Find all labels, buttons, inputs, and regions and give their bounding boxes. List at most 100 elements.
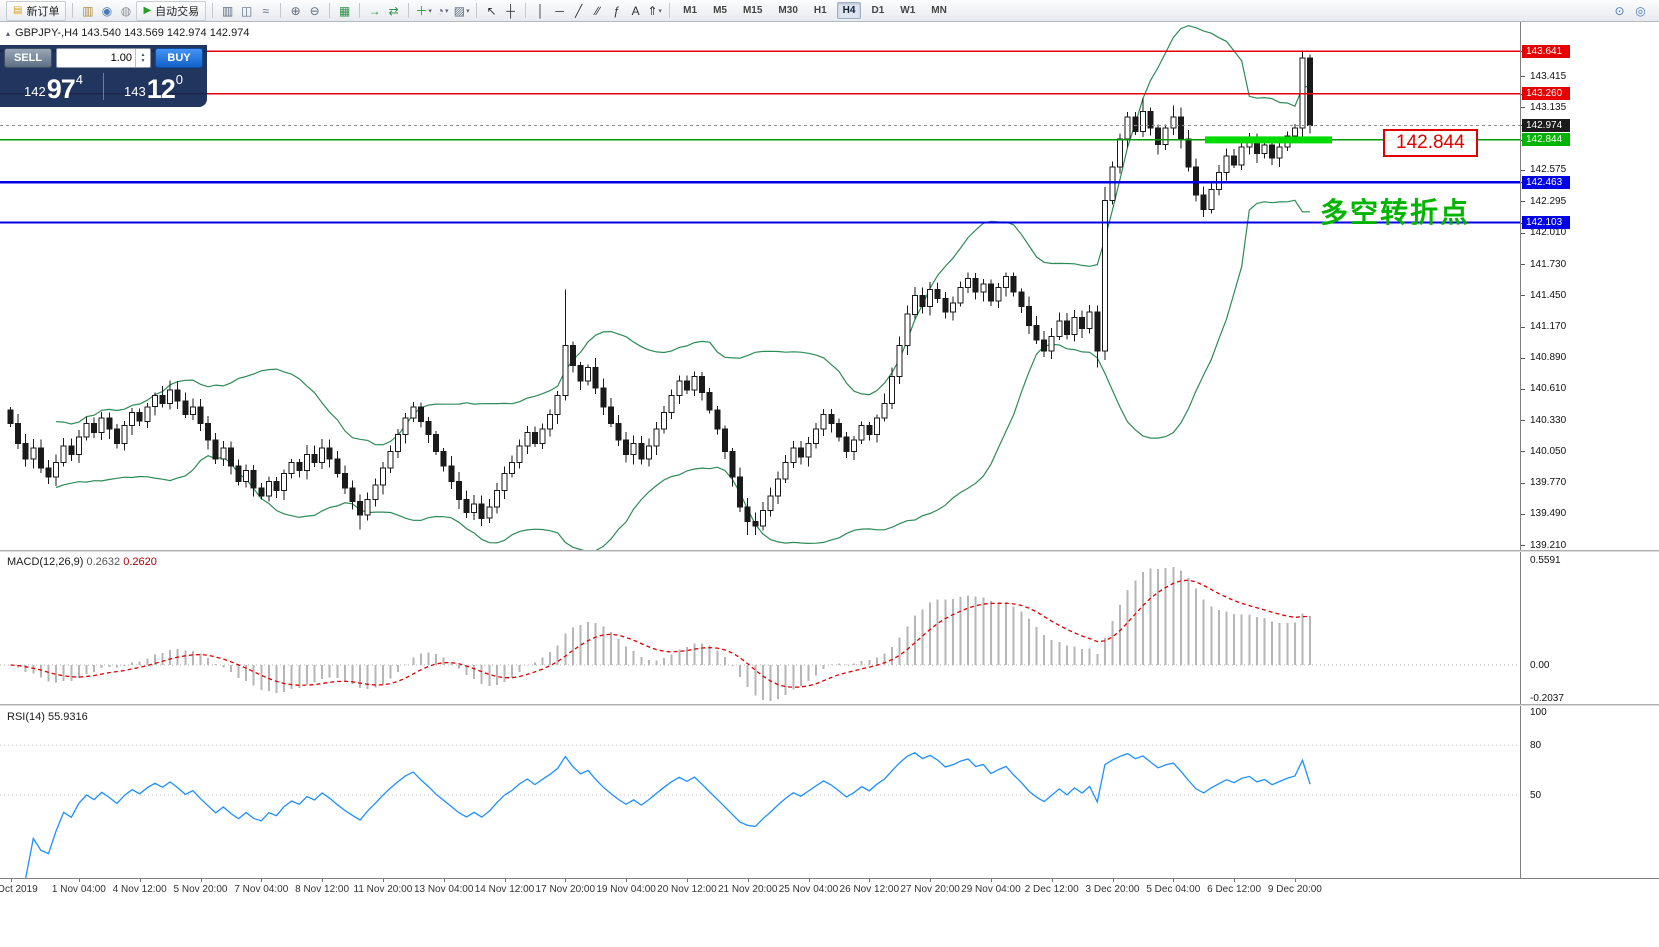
price-axis-label: 142.295 <box>1530 195 1567 207</box>
ask-pips: 12 <box>146 74 176 104</box>
time-axis-tick <box>322 879 324 882</box>
indicators-icon[interactable]: ＋ ▾ <box>415 4 432 18</box>
price-axis-label: 140.890 <box>1530 352 1567 364</box>
timeframe-mn-button[interactable]: MN <box>931 5 947 16</box>
periods-icon-dropdown[interactable]: ▾ <box>445 7 449 15</box>
trendline-icon[interactable]: ╱ <box>575 3 583 18</box>
price-axis-label: 141.730 <box>1530 258 1567 270</box>
price-axis-label: 142.010 <box>1530 227 1567 239</box>
vertical-line-icon[interactable]: │ <box>536 3 545 18</box>
time-axis-label: 11 Nov 20:00 <box>353 884 413 895</box>
zoom-in-icon[interactable]: ⊕ <box>290 3 301 18</box>
autotrade-icon: ▶ <box>143 4 152 16</box>
equidistant-channel-icon[interactable]: ∕∕ <box>595 3 600 18</box>
rsi-panel-canvas[interactable] <box>0 707 1520 878</box>
price-callout[interactable]: 142.844 <box>1383 129 1478 157</box>
time-axis[interactable]: 30 Oct 2019 1 Nov 04:00 4 Nov 12:00 5 Nov 2… <box>0 878 1659 903</box>
time-axis-tick <box>139 879 141 882</box>
tile-windows-icon[interactable]: ▦ <box>338 3 351 18</box>
new-order-button[interactable]: ▤ 新订单 <box>6 0 67 21</box>
ask-price[interactable]: 143 12 0 <box>104 70 203 103</box>
fibonacci-icon[interactable]: ƒ <box>613 3 620 18</box>
templates-icon-dropdown[interactable]: ▾ <box>466 7 470 15</box>
timeframe-m15-button[interactable]: M15 <box>742 5 763 16</box>
time-axis-tick <box>808 879 810 882</box>
timeframe-m30-button[interactable]: M30 <box>778 5 798 16</box>
crosshair-icon[interactable]: ┼ <box>506 3 515 18</box>
time-axis-tick <box>504 879 506 882</box>
autotrade-button[interactable]: ▶ 自动交易 <box>136 0 207 21</box>
price-axis-label: 140.050 <box>1530 445 1567 457</box>
volume-stepper[interactable]: ▲ ▼ <box>135 49 150 67</box>
price-axis-label: 140.610 <box>1530 383 1567 395</box>
auto-scroll-icon[interactable]: → <box>368 3 381 18</box>
volume-input[interactable]: 1.00 ▲ ▼ <box>56 48 151 68</box>
time-axis-tick <box>200 879 202 882</box>
price-axis-label: 143.415 <box>1530 70 1567 82</box>
line-chart-icon[interactable]: ≈ <box>262 3 269 18</box>
price-axis-tick <box>1521 545 1525 546</box>
buy-button[interactable]: BUY <box>155 48 203 68</box>
profiles-icon[interactable]: ▥ <box>82 3 94 18</box>
arrows-icon-dropdown[interactable]: ▾ <box>658 7 662 15</box>
time-axis-label: 6 Dec 12:00 <box>1207 884 1262 895</box>
candlestick-chart-icon[interactable]: ◫ <box>240 3 253 18</box>
indicators-icon-dropdown[interactable]: ▾ <box>428 7 432 15</box>
time-axis-tick <box>1112 879 1114 882</box>
bar-chart-icon[interactable]: ▥ <box>221 3 234 18</box>
chart-area[interactable]: ▴ GBPJPY-,H4 143.540 143.569 142.974 142… <box>0 22 1520 550</box>
timeframe-m1-button[interactable]: M1 <box>683 5 698 16</box>
timeframe-d1-button[interactable]: D1 <box>871 5 885 16</box>
time-axis-label: 3 Dec 20:00 <box>1085 884 1140 895</box>
zoom-out-icon[interactable]: ⊖ <box>309 3 320 18</box>
timeframe-m5-button[interactable]: M5 <box>713 5 727 16</box>
time-axis-label: 5 Dec 04:00 <box>1146 884 1201 895</box>
main-chart-canvas[interactable] <box>0 22 1520 550</box>
market-watch-icon[interactable]: ◉ <box>101 3 113 18</box>
chart-shift-icon[interactable]: ⇄ <box>388 3 399 18</box>
bollinger-upper-band <box>56 24 1311 446</box>
price-divider <box>103 73 104 100</box>
support-highlight-segment[interactable] <box>1205 136 1332 144</box>
sell-button[interactable]: SELL <box>4 48 52 68</box>
price-axis-tick <box>1521 232 1525 234</box>
price-marker-red-box: 143.260 <box>1522 87 1570 100</box>
time-axis-label: 26 Nov 12:00 <box>839 884 900 895</box>
price-axis-tick <box>1521 76 1525 78</box>
time-axis-label: 5 Nov 20:00 <box>173 884 228 895</box>
timeframe-w1-button[interactable]: W1 <box>900 5 916 16</box>
data-window-icon[interactable]: ◍ <box>120 3 132 18</box>
turning-point-label[interactable]: 多空转折点 <box>1320 197 1471 228</box>
rsi-axis-label: 100 <box>1530 707 1547 718</box>
community-icon[interactable]: ◎ <box>1635 3 1646 18</box>
periods-icon[interactable]: ◔ ▾ <box>436 3 449 18</box>
text-label-icon[interactable]: A <box>631 3 640 18</box>
new-order-icon: ▤ <box>13 4 23 16</box>
rsi-indicator-label: RSI(14) 55.9316 <box>7 711 88 723</box>
price-axis[interactable]: 143.641 143.415 143.260 143.135 142.974 142.8… <box>1520 22 1659 878</box>
price-axis-label: 141.450 <box>1530 289 1567 301</box>
toolbar-separator <box>212 3 214 18</box>
collapse-trade-panel-icon[interactable]: ▴ <box>6 28 11 38</box>
price-axis-label: 142.575 <box>1530 164 1567 176</box>
timeframe-h4-button[interactable]: H4 <box>836 2 862 19</box>
time-axis-label: 25 Nov 04:00 <box>778 884 839 895</box>
macd-panel-canvas[interactable] <box>0 552 1520 703</box>
time-axis-label: 7 Nov 04:00 <box>234 884 289 895</box>
price-axis-tick <box>1521 107 1525 109</box>
bid-price[interactable]: 142 97 4 <box>4 70 103 103</box>
timeframe-h1-button[interactable]: H1 <box>813 5 827 16</box>
search-icon[interactable]: ⊙ <box>1614 3 1625 18</box>
panel-separator[interactable] <box>0 704 1659 706</box>
templates-icon[interactable]: ▨ ▾ <box>453 3 470 18</box>
cursor-icon[interactable]: ↖ <box>486 3 497 18</box>
horizontal-line-icon[interactable]: ─ <box>555 3 564 18</box>
candles <box>7 51 1314 535</box>
time-axis-label: 20 Nov 12:00 <box>657 884 717 895</box>
volume-value: 1.00 <box>110 52 132 64</box>
toolbar: ▤ 新订单 ▥ ◉ ◍ ▶ 自动交易 ▥ ◫ ≈ ⊕ ⊖ ▦ → ⇄ ＋ ▾ ◔ ▾ ▨ ▾ ↖ ┼ │ ─ ╱ ∕∕ ƒ A ⇑ ▾ M1 M… <box>0 0 1659 22</box>
arrows-icon[interactable]: ⇑ ▾ <box>647 3 662 18</box>
time-axis-label: 13 Nov 04:00 <box>413 884 474 895</box>
bid-pips: 97 <box>46 74 76 104</box>
panel-separator[interactable] <box>0 550 1659 552</box>
